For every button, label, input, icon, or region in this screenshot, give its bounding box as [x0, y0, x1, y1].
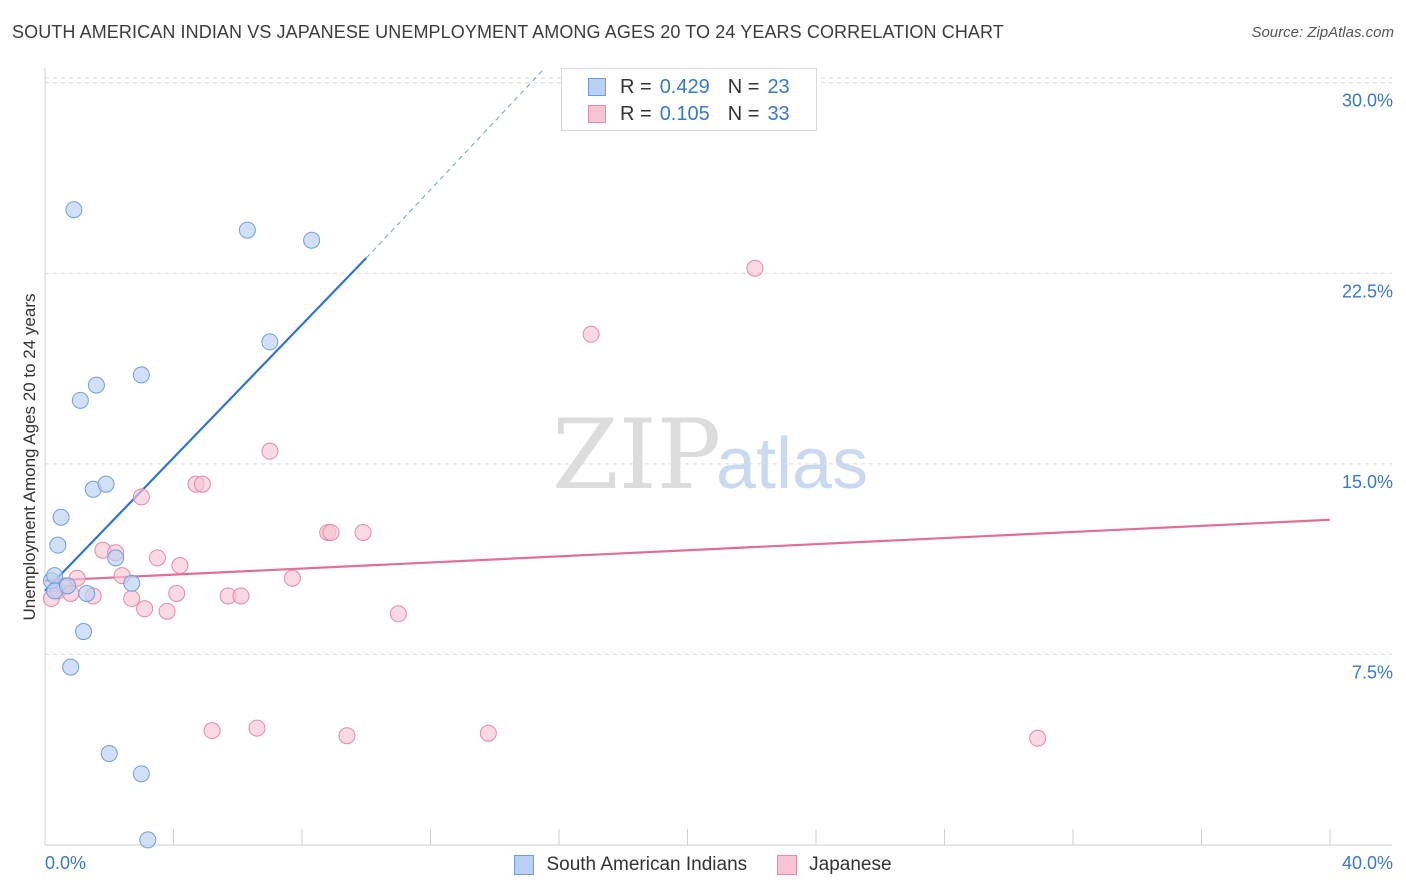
point-south-american-indians — [238, 221, 256, 239]
y-tick-label: 7.5% — [1352, 662, 1393, 682]
point-south-american-indians — [123, 574, 141, 592]
point-south-american-indians — [87, 376, 105, 394]
legend-item-south-american-indians: South American Indians — [514, 854, 747, 876]
correlation-legend: R = 0.429 N = 23 R = 0.105 N = 33 — [561, 68, 817, 131]
legend-n-label: N = — [727, 75, 760, 98]
point-japanese — [203, 722, 221, 740]
legend-swatch-blue — [588, 78, 606, 96]
point-japanese — [389, 605, 407, 623]
point-south-american-indians — [132, 366, 150, 384]
legend-row-south-american-indians: R = 0.429 N = 23 — [562, 74, 790, 100]
watermark: ZIP atlas — [552, 399, 868, 511]
x-tick-label: 40.0% — [1342, 853, 1393, 873]
point-south-american-indians — [62, 658, 80, 676]
point-japanese — [338, 727, 356, 745]
point-japanese — [1029, 729, 1047, 747]
legend-swatch-pink — [777, 855, 798, 875]
point-south-american-indians — [132, 765, 150, 783]
y-tick-label: 22.5% — [1342, 281, 1393, 301]
point-south-american-indians — [97, 475, 115, 493]
point-japanese — [354, 523, 372, 541]
point-japanese — [193, 475, 211, 493]
legend-series-name: South American Indians — [546, 854, 748, 875]
chart-title: SOUTH AMERICAN INDIAN VS JAPANESE UNEMPL… — [12, 22, 1004, 42]
point-south-american-indians — [71, 391, 89, 409]
axes — [44, 68, 1392, 846]
trend-lines — [44, 69, 1331, 592]
point-south-american-indians — [139, 831, 157, 849]
point-japanese — [479, 724, 497, 742]
point-japanese — [148, 549, 166, 567]
series-legend: South American Indians Japanese — [0, 852, 1406, 878]
trend-line-extension — [365, 69, 544, 259]
point-japanese — [582, 325, 600, 343]
legend-swatch-blue — [514, 855, 535, 875]
point-japanese — [158, 602, 176, 620]
legend-n-label: N = — [727, 102, 760, 125]
trend-line-japanese — [44, 518, 1331, 582]
point-japanese — [283, 569, 301, 587]
point-japanese — [746, 259, 764, 277]
point-south-american-indians — [65, 201, 83, 219]
point-south-american-indians — [303, 231, 321, 249]
tick-labels: 7.5% 15.0% 22.5% 30.0% 0.0% 40.0% — [45, 91, 1393, 873]
x-tick-label: 0.0% — [45, 853, 86, 873]
trend-line-south-american-indians — [44, 257, 368, 592]
watermark-zip: ZIP — [552, 399, 721, 511]
y-tick-label: 30.0% — [1342, 91, 1393, 111]
point-japanese — [171, 556, 189, 574]
point-south-american-indians — [46, 567, 64, 585]
legend-n-value: 33 — [767, 102, 790, 125]
point-south-american-indians — [58, 577, 76, 595]
point-japanese — [322, 523, 340, 541]
point-south-american-indians — [52, 508, 70, 526]
watermark-atlas: atlas — [716, 424, 868, 504]
point-south-american-indians — [107, 549, 125, 567]
data-points — [42, 201, 1047, 849]
y-axis-label: Unemployment Among Ages 20 to 24 years — [20, 293, 39, 621]
legend-r-value: 0.105 — [659, 102, 710, 125]
grid-lines — [45, 77, 1392, 655]
legend-r-label: R = — [620, 102, 652, 125]
point-japanese — [123, 590, 141, 608]
legend-r-label: R = — [620, 75, 652, 98]
point-japanese — [168, 584, 186, 602]
point-japanese — [261, 442, 279, 460]
legend-series-name: Japanese — [809, 854, 892, 875]
legend-n-value: 23 — [767, 75, 790, 98]
legend-r-value: 0.429 — [659, 75, 710, 98]
point-japanese — [136, 600, 154, 618]
legend-swatch-pink — [588, 105, 606, 123]
point-south-american-indians — [261, 333, 279, 351]
source-label: Source: ZipAtlas.com — [1251, 24, 1394, 41]
y-tick-label: 15.0% — [1342, 472, 1393, 492]
legend-item-japanese: Japanese — [777, 854, 892, 876]
point-japanese — [132, 488, 150, 506]
legend-row-japanese: R = 0.105 N = 33 — [562, 101, 790, 127]
point-japanese — [232, 587, 250, 605]
point-south-american-indians — [100, 745, 118, 763]
point-japanese — [248, 719, 266, 737]
point-south-american-indians — [49, 536, 67, 554]
point-south-american-indians — [78, 584, 96, 602]
point-south-american-indians — [75, 623, 93, 641]
